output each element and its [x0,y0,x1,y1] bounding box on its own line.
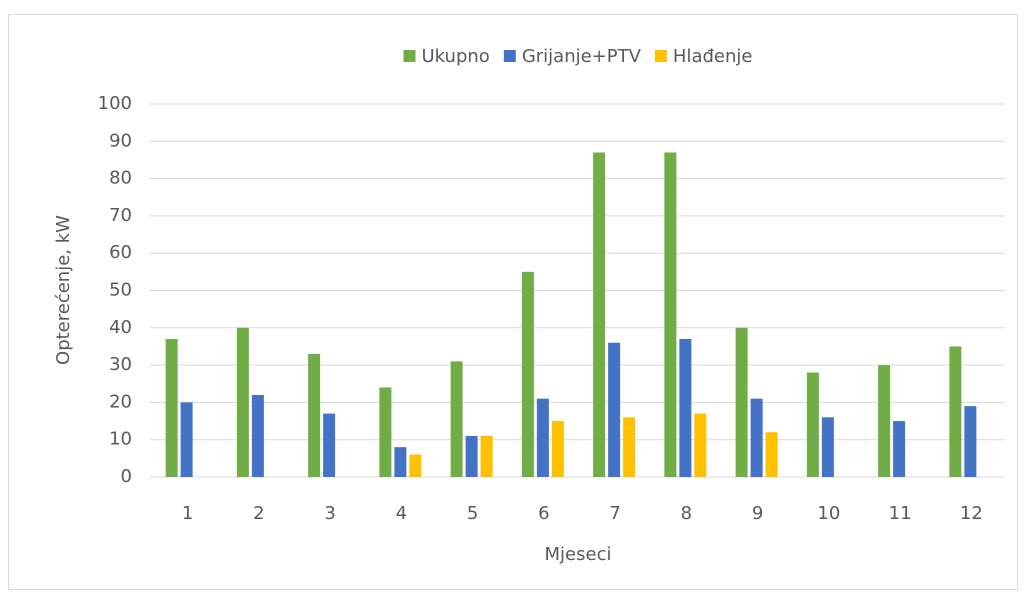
x-axis-title: Mjeseci [545,544,612,565]
bar [521,271,534,477]
x-tick-label: 12 [960,503,983,524]
bar [679,338,692,477]
bar [623,417,636,477]
bar [949,346,962,477]
y-tick-label: 60 [109,242,132,263]
legend-swatch [503,50,516,62]
bar [480,435,493,477]
x-tick-label: 5 [467,503,478,524]
y-tick-label: 70 [109,205,132,226]
y-tick-label: 50 [109,280,132,301]
x-tick-label: 6 [538,503,549,524]
bar [180,402,193,477]
x-tick-label: 10 [817,503,840,524]
bar [593,152,606,478]
legend-label: Hlađenje [673,46,753,67]
y-tick-label: 100 [98,93,132,114]
x-tick-label: 4 [396,503,407,524]
y-tick-label: 80 [109,168,132,189]
x-tick-label: 7 [609,503,620,524]
legend-swatch [403,50,416,62]
bar [878,365,891,477]
x-tick-label: 1 [182,503,193,524]
bar [323,413,336,477]
bar [165,338,178,477]
bar [694,413,707,477]
bar [379,387,392,477]
bar [394,447,407,477]
x-tick-label: 9 [752,503,763,524]
y-axis-title: Opterećenje, kW [53,215,74,365]
x-tick-label: 3 [324,503,335,524]
y-tick-label: 20 [109,391,132,412]
x-tick-label: 8 [681,503,692,524]
x-tick-label: 11 [889,503,912,524]
bar [251,394,264,477]
bar [308,353,321,477]
y-tick-label: 30 [109,354,132,375]
bar [551,421,564,477]
bar [750,398,763,477]
bar [964,406,977,477]
y-tick-label: 90 [109,130,132,151]
legend-swatch [654,50,667,62]
legend-label: Ukupno [422,46,490,67]
y-tick-label: 10 [109,429,132,450]
bar [765,432,778,477]
chart-border [8,14,1018,590]
legend-label: Grijanje+PTV [522,46,642,67]
bar [409,454,422,477]
x-tick-label: 2 [253,503,264,524]
y-tick-label: 40 [109,317,132,338]
bar [465,435,478,477]
bar [608,342,621,477]
bar [735,327,748,477]
bar [664,152,677,478]
bar [806,372,819,477]
bar [893,421,906,477]
bar [821,417,834,477]
bar [450,361,463,477]
bar [236,327,249,477]
bar [536,398,549,477]
y-tick-label: 0 [121,466,132,487]
